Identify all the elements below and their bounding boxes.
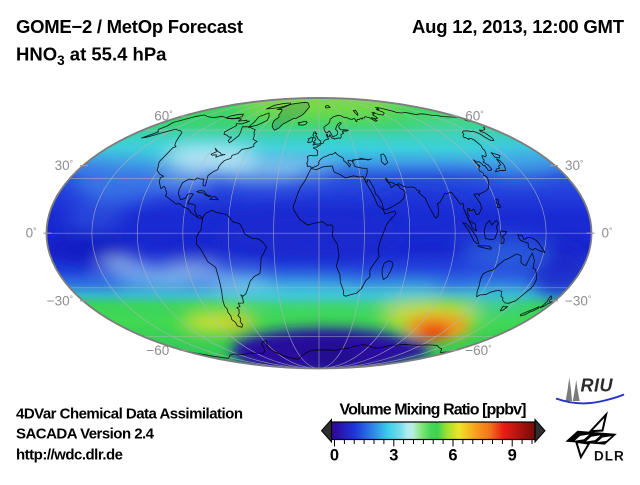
svg-text:DLR: DLR (594, 449, 625, 464)
svg-text:4DVar Chemical Data Assimilati: 4DVar Chemical Data Assimilation (16, 406, 243, 423)
svg-text:GOME−2 / MetOp Forecast: GOME−2 / MetOp Forecast (16, 16, 243, 37)
svg-text:−30°: −30° (565, 293, 591, 308)
svg-text:6: 6 (448, 447, 457, 465)
svg-text:0°: 0° (26, 226, 37, 241)
svg-text:RIU: RIU (581, 376, 614, 396)
svg-text:0°: 0° (602, 226, 613, 241)
svg-text:30°: 30° (55, 158, 73, 173)
svg-text:−60°: −60° (465, 343, 491, 358)
svg-text:Volume Mixing Ratio [ppbv]: Volume Mixing Ratio [ppbv] (340, 402, 527, 419)
svg-text:60°: 60° (154, 109, 172, 124)
svg-text:60°: 60° (465, 109, 483, 124)
svg-text:SACADA Version 2.4: SACADA Version 2.4 (16, 426, 155, 443)
svg-text:3: 3 (389, 447, 398, 465)
svg-text:−30°: −30° (47, 293, 73, 308)
svg-text:http://wdc.dlr.de: http://wdc.dlr.de (16, 447, 123, 464)
svg-text:Aug 12, 2013, 12:00 GMT: Aug 12, 2013, 12:00 GMT (412, 16, 625, 37)
svg-text:9: 9 (508, 447, 517, 465)
svg-text:30°: 30° (565, 158, 583, 173)
svg-text:HNO3 at 55.4 hPa: HNO3 at 55.4 hPa (16, 44, 167, 69)
svg-text:−60°: −60° (146, 343, 172, 358)
svg-text:0: 0 (330, 447, 339, 465)
